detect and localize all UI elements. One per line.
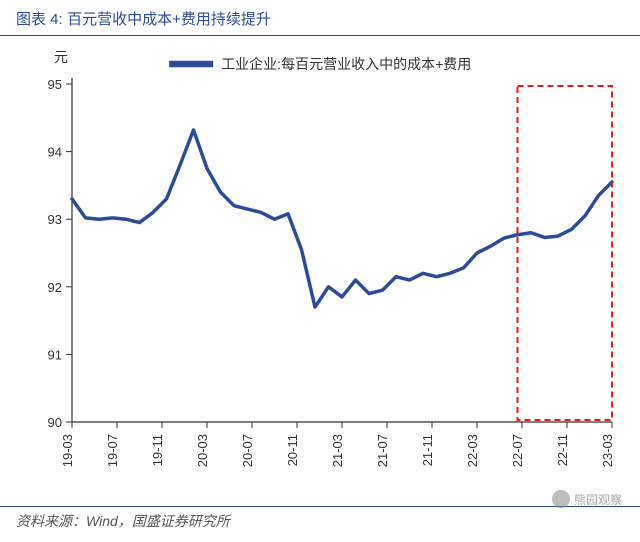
x-tick-label: 22-03 — [465, 434, 480, 467]
y-tick-label: 95 — [48, 77, 62, 92]
watermark: 熊园观察 — [552, 490, 622, 508]
x-tick-label: 23-03 — [600, 434, 615, 467]
y-tick-label: 94 — [48, 145, 62, 160]
x-tick-label: 20-03 — [195, 434, 210, 467]
x-tick-label: 20-11 — [285, 434, 300, 466]
x-tick-label: 21-07 — [375, 434, 390, 467]
y-axis-title: 元 — [54, 49, 68, 65]
data-line — [72, 130, 612, 307]
x-tick-label: 19-07 — [105, 434, 120, 467]
chart-footer: 资料来源：Wind，国盛证券研究所 — [0, 506, 640, 535]
source-text: 资料来源：Wind，国盛证券研究所 — [16, 513, 230, 529]
legend-label: 工业企业:每百元营业收入中的成本+费用 — [221, 56, 471, 72]
x-tick-label: 22-07 — [510, 434, 525, 467]
watermark-text: 熊园观察 — [574, 491, 622, 508]
y-tick-label: 93 — [48, 212, 62, 227]
x-tick-label: 19-03 — [60, 434, 75, 467]
x-tick-label: 22-11 — [555, 434, 570, 466]
chart-header: 图表 4: 百元营收中成本+费用持续提升 — [0, 0, 640, 36]
y-tick-label: 92 — [48, 280, 62, 295]
y-tick-label: 91 — [48, 347, 62, 362]
figure-label: 图表 4: — [16, 11, 63, 28]
x-tick-label: 19-11 — [150, 434, 165, 466]
x-tick-label: 20-07 — [240, 434, 255, 467]
watermark-icon — [552, 490, 570, 508]
chart-area: 元 工业企业:每百元营业收入中的成本+费用 90 91 92 93 94 95 19-03 19-… — [0, 36, 640, 506]
x-tick-label: 21-11 — [420, 434, 435, 466]
line-chart: 元 工业企业:每百元营业收入中的成本+费用 90 91 92 93 94 95 19-03 19-… — [0, 36, 640, 506]
y-tick-label: 90 — [48, 415, 62, 430]
figure-title: 百元营收中成本+费用持续提升 — [67, 11, 271, 28]
highlight-box — [518, 86, 613, 420]
x-tick-label: 21-03 — [330, 434, 345, 467]
